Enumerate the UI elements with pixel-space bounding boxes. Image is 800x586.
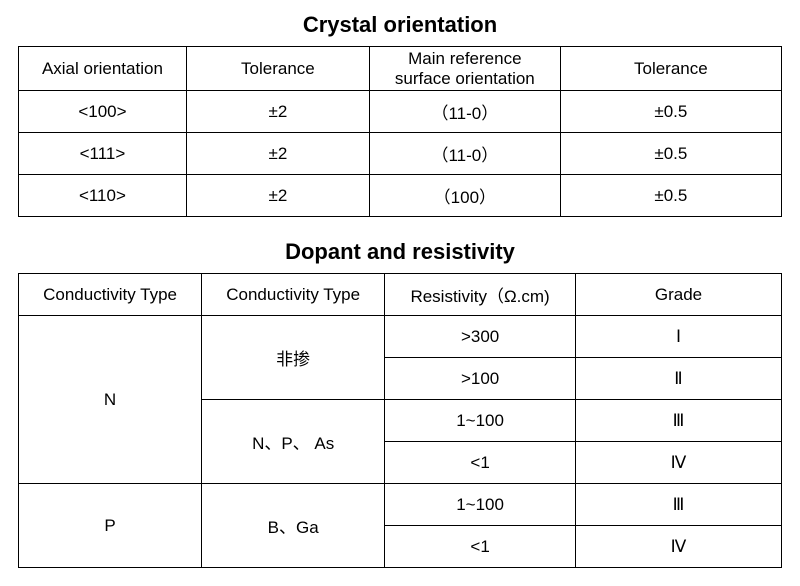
- t1-h0: Axial orientation: [19, 47, 187, 91]
- t2-h2: Resistivity（Ω.cm): [385, 274, 576, 316]
- table2-header-row: Conductivity Type Conductivity Type Resi…: [19, 274, 782, 316]
- t2-h0: Conductivity Type: [19, 274, 202, 316]
- t2-r1-grade: Ⅰ: [575, 316, 781, 358]
- t2-r2-grade: Ⅱ: [575, 358, 781, 400]
- table-row: <100> ±2 （11-0） ±0.5: [19, 91, 782, 133]
- t1-h2: Main referencesurface orientation: [369, 47, 560, 91]
- t2-r4-grade: Ⅳ: [575, 442, 781, 484]
- t1-h3: Tolerance: [560, 47, 781, 91]
- t1-r0c1: ±2: [186, 91, 369, 133]
- t2-r4-res: <1: [385, 442, 576, 484]
- t1-r1c0: <111>: [19, 133, 187, 175]
- t2-n-sub1: 非掺: [202, 316, 385, 400]
- t1-r2c3: ±0.5: [560, 175, 781, 217]
- t2-r6-grade: Ⅳ: [575, 526, 781, 568]
- t2-n-type: N: [19, 316, 202, 484]
- t2-h3: Grade: [575, 274, 781, 316]
- t2-r3-grade: Ⅲ: [575, 400, 781, 442]
- t1-r2c2: （100）: [369, 175, 560, 217]
- t1-h1: Tolerance: [186, 47, 369, 91]
- t2-r6-res: <1: [385, 526, 576, 568]
- table-row: <111> ±2 （11-0） ±0.5: [19, 133, 782, 175]
- t1-r1c2: （11-0）: [369, 133, 560, 175]
- t2-r1-res: >300: [385, 316, 576, 358]
- table-row: <110> ±2 （100） ±0.5: [19, 175, 782, 217]
- t1-r2c0: <110>: [19, 175, 187, 217]
- t2-h1: Conductivity Type: [202, 274, 385, 316]
- t1-r0c0: <100>: [19, 91, 187, 133]
- t1-r1c3: ±0.5: [560, 133, 781, 175]
- t2-p-type: P: [19, 484, 202, 568]
- t2-r5-res: 1~100: [385, 484, 576, 526]
- table1-title: Crystal orientation: [18, 12, 782, 38]
- crystal-orientation-table: Axial orientation Tolerance Main referen…: [18, 46, 782, 217]
- t1-r0c3: ±0.5: [560, 91, 781, 133]
- t2-r3-res: 1~100: [385, 400, 576, 442]
- table2-title: Dopant and resistivity: [18, 239, 782, 265]
- t1-r1c1: ±2: [186, 133, 369, 175]
- table1-header-row: Axial orientation Tolerance Main referen…: [19, 47, 782, 91]
- t2-r2-res: >100: [385, 358, 576, 400]
- t2-r5-grade: Ⅲ: [575, 484, 781, 526]
- dopant-resistivity-table: Conductivity Type Conductivity Type Resi…: [18, 273, 782, 568]
- t2-n-sub2: N、P、 As: [202, 400, 385, 484]
- table-row: P B、Ga 1~100 Ⅲ: [19, 484, 782, 526]
- t1-r2c1: ±2: [186, 175, 369, 217]
- table-row: N 非掺 >300 Ⅰ: [19, 316, 782, 358]
- t1-r0c2: （11-0）: [369, 91, 560, 133]
- t2-p-sub: B、Ga: [202, 484, 385, 568]
